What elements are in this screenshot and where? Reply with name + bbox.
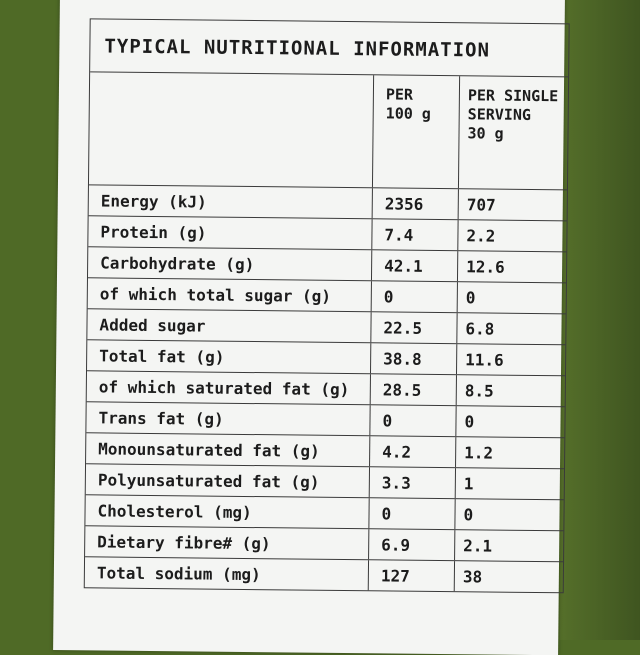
header-blank-cell [88, 72, 375, 188]
value-per-serving: 11.6 [465, 350, 504, 370]
table-row: of which saturated fat (g) 28.5 8.5 [86, 371, 565, 408]
value-per-serving: 0 [464, 412, 475, 432]
table-row: Trans fat (g) 0 0 [86, 402, 565, 439]
table-row: of which total sugar (g) 0 0 [87, 278, 566, 315]
nutrient-label: Carbohydrate (g) [87, 247, 373, 281]
nutrient-label: Energy (kJ) [88, 185, 373, 219]
nutrient-label: Added sugar [87, 309, 372, 343]
value-per-100g: 42.1 [371, 250, 459, 282]
table-header-row: PER 100 g PER SINGLE SERVING 30 g [88, 72, 569, 191]
value-per-serving: 2.2 [466, 226, 496, 246]
value-per-serving: 0 [465, 288, 476, 308]
nutrient-label: Protein (g) [88, 216, 373, 250]
background-packaging [560, 0, 640, 640]
header-per-100g: PER 100 g [372, 75, 461, 189]
table-row: Dietary fibre# (g) 6.9 2.1 [85, 526, 564, 563]
table-row: Total sodium (mg) 127 38 [84, 557, 563, 592]
value-per-serving: 8.5 [464, 381, 494, 401]
value-per-100g: 22.5 [371, 312, 458, 344]
value-per-serving: 38 [462, 567, 483, 587]
table-title: TYPICAL NUTRITIONAL INFORMATION [90, 19, 569, 78]
table-row: Cholesterol (mg) 0 0 [85, 495, 564, 532]
table-row: Polyunsaturated fat (g) 3.3 1 [85, 464, 565, 501]
nutrient-label: Cholesterol (mg) [85, 495, 370, 529]
table-row: Total fat (g) 38.8 11.6 [87, 340, 566, 377]
nutrient-label: of which saturated fat (g) [86, 371, 371, 405]
value-per-100g: 0 [371, 281, 458, 313]
table-body: Energy (kJ) 2356 707 Protein (g) 7.4 2.2 Carbo… [84, 185, 567, 592]
value-per-100g: 0 [370, 405, 457, 437]
nutrient-label: Total sodium (mg) [84, 557, 370, 591]
nutrition-table: TYPICAL NUTRITIONAL INFORMATION PER 100 … [83, 18, 570, 594]
nutrient-label: Trans fat (g) [86, 402, 371, 436]
value-per-100g: 38.8 [371, 343, 458, 375]
table-row: Added sugar 22.5 6.8 [87, 309, 566, 346]
header-per-serving: PER SINGLE SERVING 30 g [459, 76, 568, 189]
value-per-serving: 2.1 [463, 536, 493, 556]
nutrient-label: Polyunsaturated fat (g) [85, 464, 371, 498]
nutrient-label: Monounsaturated fat (g) [86, 433, 371, 467]
header-per-100g-line: 100 g [385, 104, 431, 123]
value-per-100g: 6.9 [369, 529, 456, 561]
value-per-100g: 127 [368, 560, 456, 592]
nutrient-label: Dietary fibre# (g) [85, 526, 370, 560]
table-row: Monounsaturated fat (g) 4.2 1.2 [86, 433, 565, 470]
value-per-100g: 3.3 [369, 467, 457, 499]
nutrient-label: of which total sugar (g) [87, 278, 372, 312]
header-per-serving-line: SERVING [467, 105, 532, 124]
table-row: Carbohydrate (g) 42.1 12.6 [87, 247, 567, 284]
value-per-serving: 0 [463, 505, 474, 525]
table-row: Protein (g) 7.4 2.2 [88, 216, 567, 253]
value-per-serving: 1.2 [464, 443, 494, 463]
header-per-100g-line: PER [385, 85, 414, 104]
header-per-serving-line: 30 g [467, 124, 504, 143]
value-per-serving: 1 [463, 474, 474, 494]
value-per-100g: 2356 [372, 188, 459, 220]
value-per-serving: 12.6 [466, 257, 505, 277]
nutrient-label: Total fat (g) [87, 340, 372, 374]
table-row: Energy (kJ) 2356 707 [88, 185, 567, 222]
value-per-100g: 0 [369, 498, 456, 530]
nutrition-label-card: TYPICAL NUTRITIONAL INFORMATION PER 100 … [53, 0, 570, 655]
value-per-serving: 707 [466, 195, 496, 215]
value-per-100g: 4.2 [370, 436, 457, 468]
value-per-100g: 7.4 [372, 219, 459, 251]
value-per-serving: 6.8 [465, 319, 495, 339]
value-per-100g: 28.5 [370, 374, 457, 406]
header-per-serving-line: PER SINGLE [467, 86, 559, 106]
